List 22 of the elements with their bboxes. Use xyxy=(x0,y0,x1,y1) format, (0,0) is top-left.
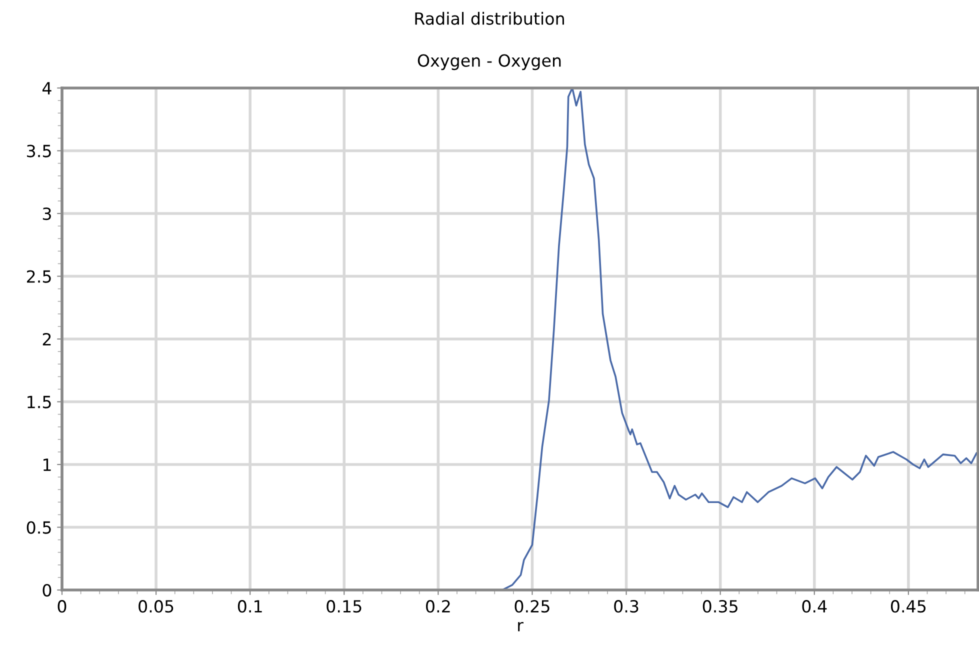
x-tick-label: 0.05 xyxy=(138,600,174,613)
y-tick-label: 1.5 xyxy=(28,396,51,408)
chart-subtitle: Oxygen - Oxygen xyxy=(418,54,561,70)
x-tick-label: 0.15 xyxy=(326,600,362,613)
y-tick-label: 1 xyxy=(44,458,51,471)
x-tick-label: 0.35 xyxy=(702,600,738,613)
y-tick-label: 4 xyxy=(42,82,52,94)
y-tick-label: 2.5 xyxy=(26,270,51,283)
y-tick-label: 0.5 xyxy=(26,521,51,534)
x-tick-label: 0.4 xyxy=(802,600,827,613)
y-tick-label: 3.5 xyxy=(27,144,51,158)
x-tick-label: 0.45 xyxy=(890,600,926,613)
y-tick-label: 0 xyxy=(42,584,52,597)
y-tick-label: 2 xyxy=(42,332,51,346)
x-tick-label: 0.2 xyxy=(426,600,450,613)
chart-title: Radial distribution xyxy=(415,12,564,25)
x-axis-title: r xyxy=(518,622,524,632)
x-tick-label: 0.1 xyxy=(238,600,262,613)
x-tick-label: 0 xyxy=(58,600,66,613)
x-tick-label: 0.3 xyxy=(614,600,638,613)
x-tick-label: 0.25 xyxy=(514,600,550,613)
y-tick-label: 3 xyxy=(42,207,51,220)
